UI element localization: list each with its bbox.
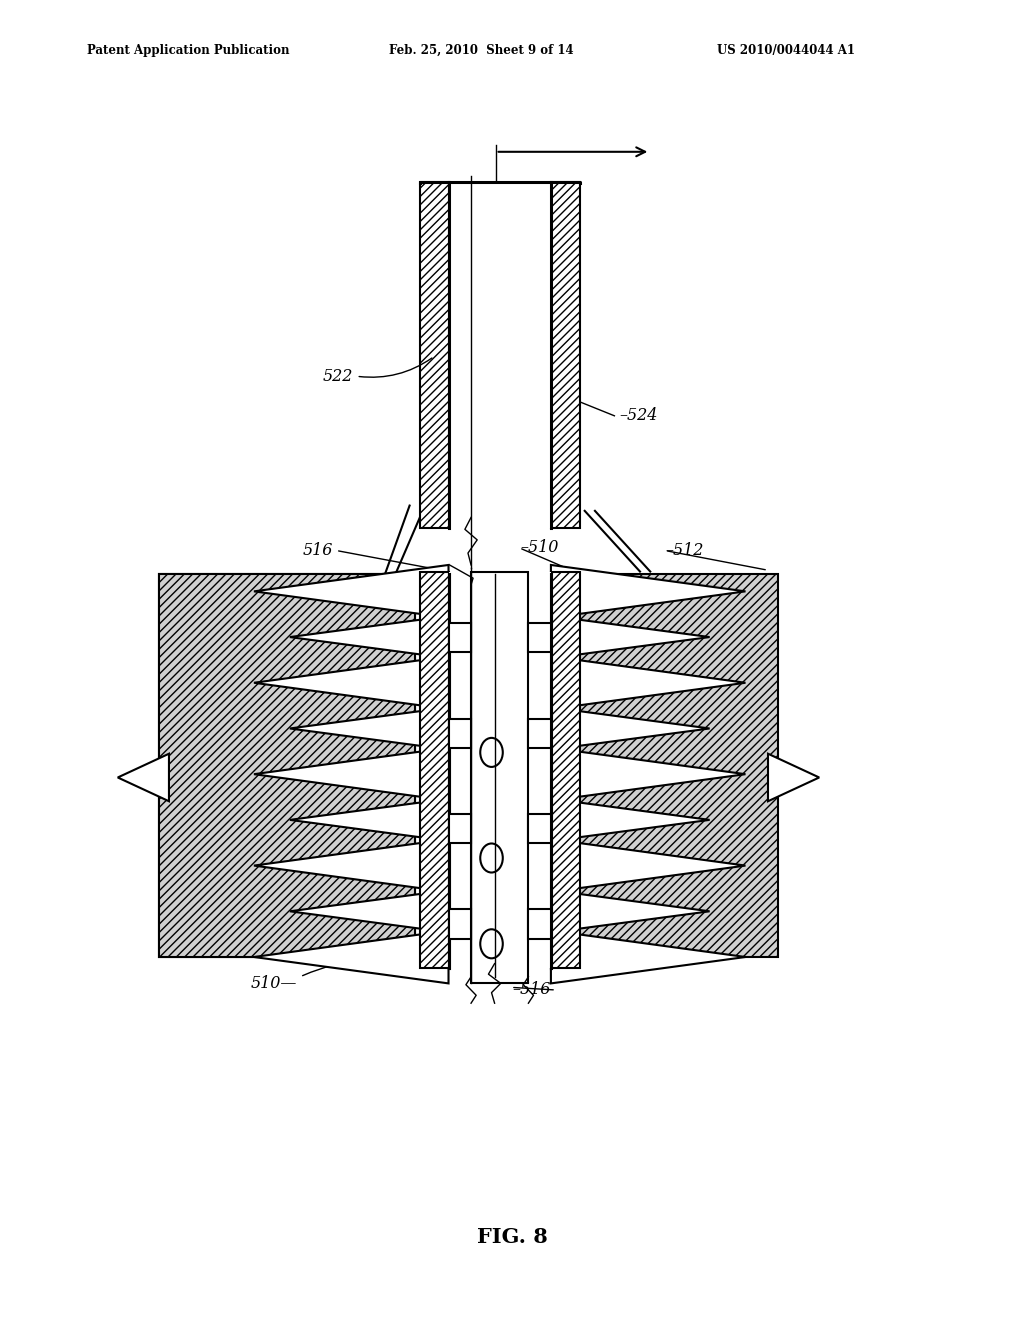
Bar xyxy=(449,909,471,939)
Bar xyxy=(528,814,551,843)
Bar xyxy=(528,718,551,747)
Bar xyxy=(449,572,551,968)
Circle shape xyxy=(480,929,503,958)
Bar xyxy=(449,814,471,843)
Polygon shape xyxy=(254,656,449,709)
Polygon shape xyxy=(290,708,449,750)
Polygon shape xyxy=(551,616,710,659)
Text: –512: –512 xyxy=(666,543,703,558)
Bar xyxy=(528,623,551,652)
Bar xyxy=(420,182,449,528)
Bar xyxy=(449,718,471,747)
Polygon shape xyxy=(118,754,169,801)
Circle shape xyxy=(480,738,503,767)
Text: Feb. 25, 2010  Sheet 9 of 14: Feb. 25, 2010 Sheet 9 of 14 xyxy=(389,44,573,57)
Text: US 2010/0044044 A1: US 2010/0044044 A1 xyxy=(717,44,855,57)
Polygon shape xyxy=(768,754,819,801)
Circle shape xyxy=(480,843,503,873)
Polygon shape xyxy=(551,799,710,841)
Polygon shape xyxy=(254,747,449,800)
Bar xyxy=(551,182,580,528)
Polygon shape xyxy=(551,747,745,800)
Text: –510: –510 xyxy=(520,540,558,556)
Bar xyxy=(449,623,471,652)
Polygon shape xyxy=(551,931,745,983)
Text: Patent Application Publication: Patent Application Publication xyxy=(87,44,290,57)
Polygon shape xyxy=(159,574,415,957)
Polygon shape xyxy=(290,799,449,841)
Polygon shape xyxy=(551,840,745,892)
Polygon shape xyxy=(254,931,449,983)
Polygon shape xyxy=(290,890,449,932)
Polygon shape xyxy=(551,656,745,709)
Polygon shape xyxy=(551,565,745,618)
Polygon shape xyxy=(254,840,449,892)
Text: 522: 522 xyxy=(323,368,353,384)
Bar xyxy=(551,574,778,957)
Bar xyxy=(449,182,551,528)
Bar xyxy=(551,572,580,968)
Polygon shape xyxy=(551,890,710,932)
Text: –524: –524 xyxy=(620,408,657,424)
Bar xyxy=(159,574,415,957)
Polygon shape xyxy=(290,616,449,659)
Bar xyxy=(420,572,449,968)
Bar xyxy=(528,909,551,939)
Text: FIG. 8: FIG. 8 xyxy=(476,1226,548,1247)
Text: 516: 516 xyxy=(302,543,333,558)
Text: 510—: 510— xyxy=(251,975,297,991)
Text: –516: –516 xyxy=(512,982,550,998)
Polygon shape xyxy=(551,708,710,750)
Polygon shape xyxy=(254,565,449,618)
Bar xyxy=(471,572,528,983)
